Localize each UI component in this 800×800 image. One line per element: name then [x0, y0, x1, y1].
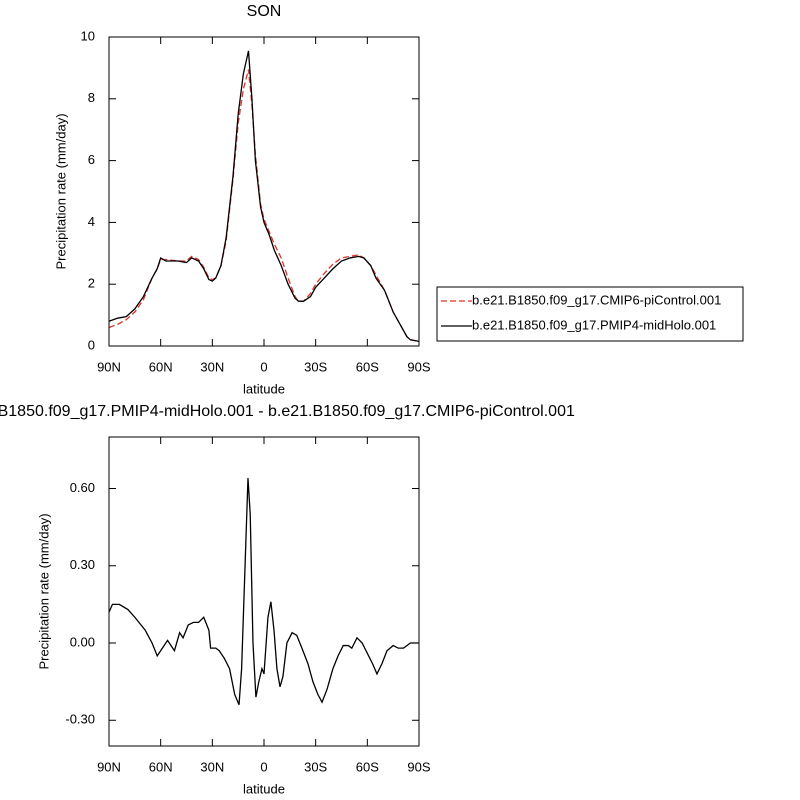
y-tick-label: -0.30: [65, 712, 95, 727]
y-tick-label: 6: [88, 152, 95, 167]
x-tick-label: 60S: [356, 759, 379, 774]
plot-frame: [108, 36, 420, 347]
y-tick-label: 0.60: [70, 480, 95, 495]
y-tick-label: 0.30: [70, 557, 95, 572]
y-tick-label: 10: [81, 28, 95, 43]
x-tick-label: 0: [260, 759, 267, 774]
x-tick-label: 60N: [149, 359, 173, 374]
x-tick-label: 30S: [304, 359, 327, 374]
x-axis-label: latitude: [243, 381, 285, 396]
legend-box: [436, 286, 744, 342]
x-tick-label: 60N: [149, 759, 173, 774]
y-tick-label: 0: [88, 337, 95, 352]
y-tick-label: 2: [88, 276, 95, 291]
y-axis-label: Precipitation rate (mm/day): [53, 113, 68, 269]
data-line: [108, 478, 419, 706]
x-tick-label: 90N: [97, 759, 121, 774]
y-axis-label: Precipitation rate (mm/day): [36, 513, 51, 669]
plot-frame: [108, 436, 420, 747]
x-tick-label: 60S: [356, 359, 379, 374]
x-tick-label: 90S: [407, 359, 430, 374]
y-tick-label: 8: [88, 90, 95, 105]
x-axis-label: latitude: [243, 781, 285, 796]
y-tick-label: 4: [88, 214, 95, 229]
x-tick-label: 30N: [200, 359, 224, 374]
x-tick-label: 0: [260, 359, 267, 374]
x-tick-label: 90S: [407, 759, 430, 774]
chart-title: b.e21.B1850.f09_g17.PMIP4-midHolo.001 - …: [0, 403, 575, 420]
legend-label: b.e21.B1850.f09_g17.CMIP6-piControl.001: [472, 292, 721, 307]
y-tick-label: 0.00: [70, 634, 95, 649]
chart-title: SON: [247, 3, 282, 20]
x-tick-label: 30N: [200, 759, 224, 774]
x-tick-label: 30S: [304, 759, 327, 774]
data-line: [108, 50, 420, 343]
x-tick-label: 90N: [97, 359, 121, 374]
data-line: [108, 69, 420, 343]
legend-label: b.e21.B1850.f09_g17.PMIP4-midHolo.001: [472, 317, 716, 332]
